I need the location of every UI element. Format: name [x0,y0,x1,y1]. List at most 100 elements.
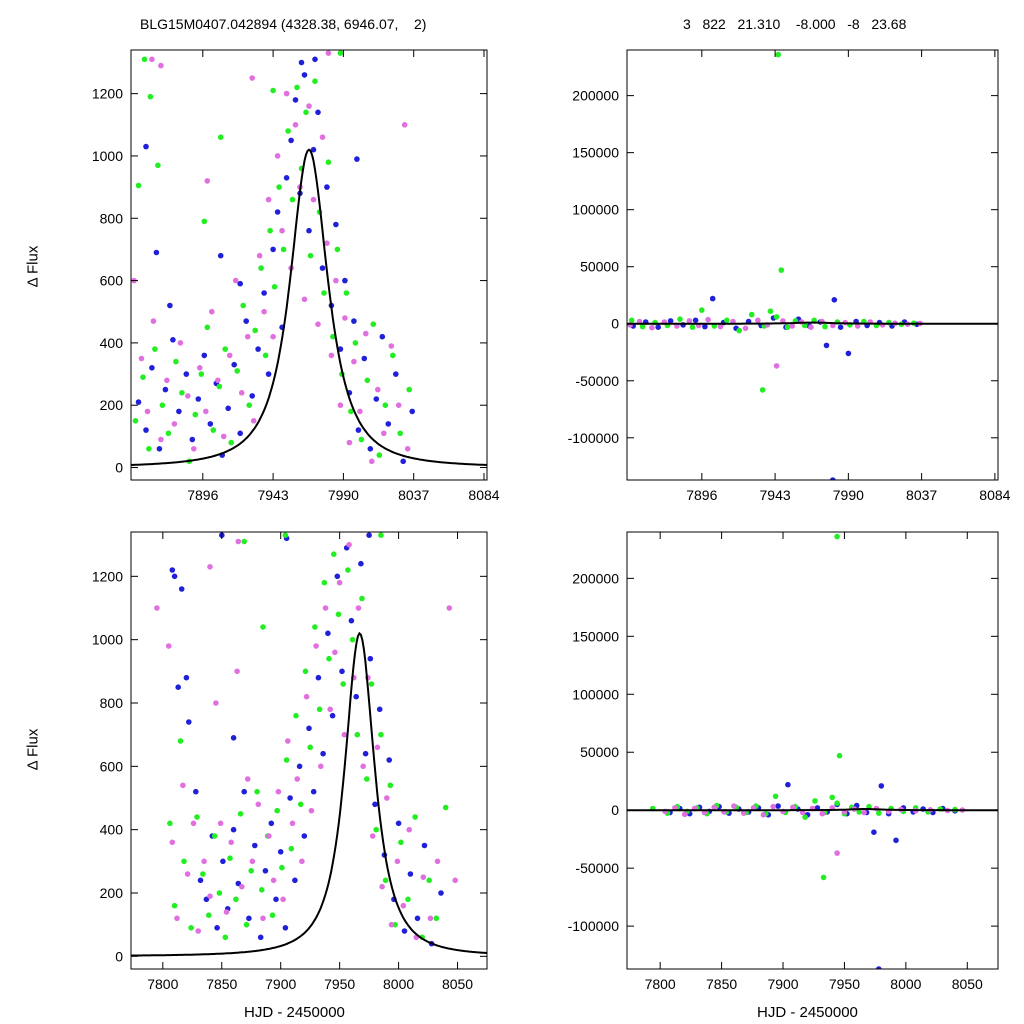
data-point-series_b [194,814,200,820]
panel-top-left: 0 200 400 600 800 1000 1200 7896 7943 7990 8037 808… [92,49,500,503]
x-tick-label: 7896 [686,487,717,503]
data-point-series_a [195,396,202,402]
model-curve [131,148,487,466]
data-point-series_a [217,252,224,259]
data-point-series_b [359,595,365,602]
data-point-series_b [331,551,337,557]
panel-bottom-left: 0 200 400 600 800 1000 1200 7800 7850 7900 7950 800… [92,531,488,992]
data-point-series_b [406,386,413,393]
data-point-series_a [169,567,176,573]
data-point-series_b [188,925,194,931]
data-point-series_c [341,731,348,738]
data-point-series_a [367,655,374,662]
data-point-series_a [201,352,208,359]
data-point-series_b [181,858,187,865]
data-point-series_a [831,297,838,303]
y-tick-label: 200000 [572,570,619,586]
data-point-series_b [335,611,342,618]
data-point-series_c [244,333,251,340]
data-point-series_b [282,532,289,538]
data-point-series_c [138,355,145,362]
data-point-series_c [379,883,385,890]
data-point-series_c [220,433,227,440]
data-point-series_b [397,430,404,437]
data-point-series_a [301,72,308,78]
data-point-series_a [183,674,190,681]
y-tick-label: 0 [115,948,123,964]
data-point-series_b [767,308,774,315]
data-point-series_b [289,196,296,203]
data-point-series_a [830,477,836,480]
data-point-series_b [152,346,158,352]
model-curve [627,808,998,812]
data-point-series_a [334,573,341,580]
data-point-series_b [285,128,291,134]
data-point-series_a [249,393,255,399]
data-point-series_b [628,317,635,324]
data-point-series_b [135,182,142,189]
data-point-series_b [294,84,300,91]
data-point-series_b [192,411,199,418]
data-point-series_c [255,801,262,808]
data-point-series_b [337,50,344,56]
data-point-series_b [689,324,696,331]
data-point-series_c [360,763,367,770]
data-point-series_b [258,265,264,271]
data-point-series_c [861,809,867,816]
data-point-series_a [320,750,326,757]
data-point-series_c [819,810,826,817]
data-point-series_a [775,803,781,809]
data-point-series_a [312,56,318,63]
data-point-series_c [191,446,197,452]
y-tick-label: 800 [100,210,124,226]
data-point-series_b [280,246,287,253]
data-point-series_c [742,325,749,332]
data-point-series_c [274,153,281,159]
data-point-series_b [812,798,818,804]
data-point-series_a [246,915,252,922]
data-point-series_b [382,402,389,409]
data-point-series_a [310,788,317,795]
y-tick-label: -100000 [568,430,620,446]
data-point-series_b [442,804,449,811]
data-point-series_c [150,318,157,324]
data-point-series_a [354,156,360,162]
data-point-series_a [393,371,399,377]
data-point-series_a [324,184,330,190]
data-point-series_a [376,706,383,713]
data-point-series_a [878,783,885,789]
data-point-series_c [731,803,737,809]
data-point-series_c [346,541,352,548]
data-point-series_b [276,184,282,190]
data-point-series_c [357,408,363,415]
data-point-series_a [135,399,142,405]
data-point-series_c [452,877,459,884]
data-point-series_c [223,909,230,915]
x-axis-title-right: HJD - 2450000 [757,1004,858,1021]
data-point-series_c [773,363,780,369]
y-tick-label: 150000 [572,145,619,161]
x-tick-label: 8000 [890,976,921,992]
star-id-header: BLG15M0407.042894 (4328.38, 6946.07, 2) [140,16,427,32]
data-point-series_b [382,877,389,884]
data-point-series_a [333,221,339,228]
data-point-series_b [302,668,309,675]
data-point-series_b [364,377,371,384]
data-point-series_c [180,782,186,789]
data-point-series_b [352,340,359,346]
x-tick-label: 7896 [187,487,218,503]
data-point-series_a [288,137,294,144]
data-point-series_c [197,365,203,371]
data-point-series_b [159,402,166,409]
data-point-series_a [175,684,181,690]
data-point-series_b [243,921,250,928]
data-point-series_b [248,868,254,874]
data-point-series_c [280,896,286,903]
data-point-series_b [876,810,882,816]
panel-plot-area [131,50,487,466]
data-point-series_c [232,277,239,284]
data-point-series_c [228,839,234,846]
data-point-series_b [412,814,418,820]
data-point-series_b [269,912,276,918]
